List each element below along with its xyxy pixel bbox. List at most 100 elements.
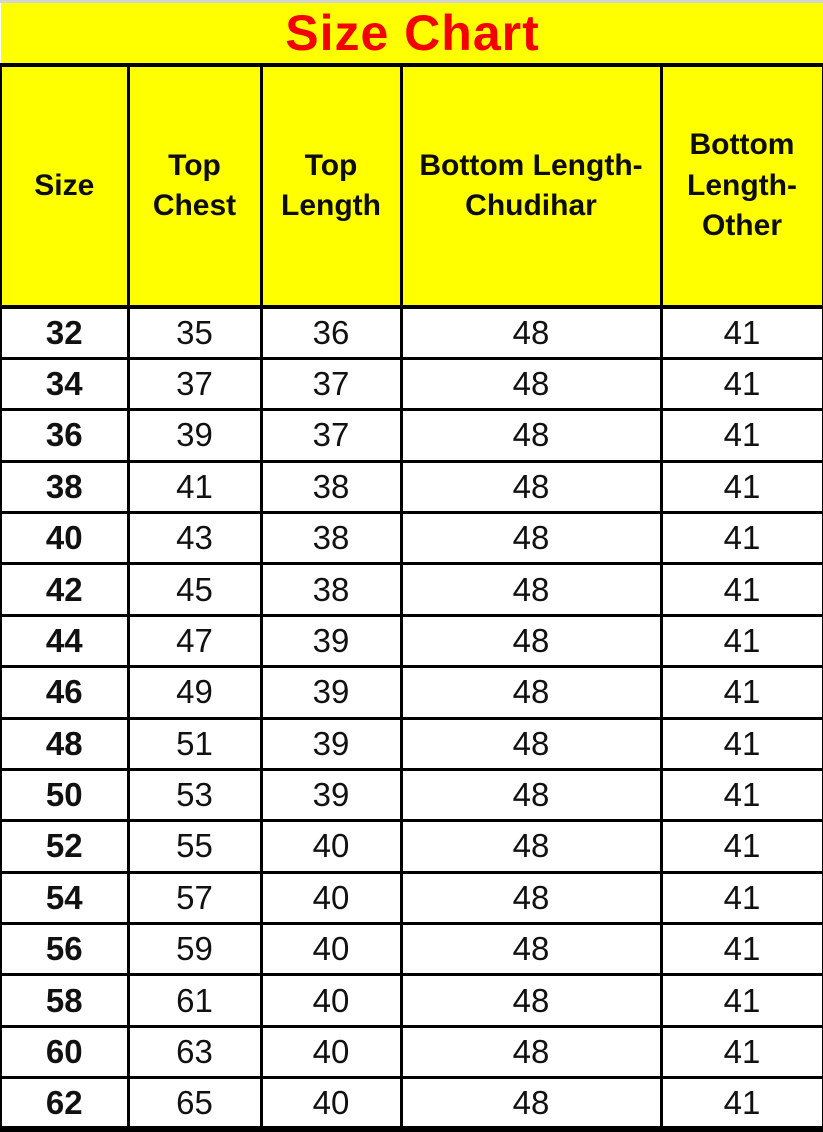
value-cell: 38 <box>259 459 403 515</box>
value-cell: 48 <box>399 510 663 566</box>
table-row: 52 55 40 48 41 <box>0 819 823 874</box>
value-cell: 65 <box>126 1076 263 1132</box>
size-cell: 42 <box>0 562 130 617</box>
size-cell: 48 <box>0 716 130 771</box>
value-cell: 47 <box>126 613 263 669</box>
size-cell: 54 <box>0 870 130 926</box>
table-row: 44 47 39 48 41 <box>0 613 823 669</box>
value-cell: 41 <box>659 613 823 669</box>
size-cell: 40 <box>0 510 130 566</box>
value-cell: 40 <box>259 973 403 1028</box>
value-cell: 48 <box>399 305 663 360</box>
table-row: 46 49 39 48 41 <box>0 665 823 720</box>
value-cell: 41 <box>659 921 823 977</box>
page-title: Size Chart <box>1 3 823 67</box>
table-row: 58 61 40 48 41 <box>0 973 823 1028</box>
column-header-bottom-length-chudihar: Bottom Length-Chudihar <box>399 63 663 309</box>
value-cell: 48 <box>399 665 663 720</box>
table-row: 50 53 39 48 41 <box>0 767 823 823</box>
value-cell: 41 <box>659 1024 823 1080</box>
table-row: 36 39 37 48 41 <box>0 408 823 463</box>
value-cell: 38 <box>259 562 403 617</box>
value-cell: 41 <box>659 767 823 823</box>
value-cell: 41 <box>659 819 823 874</box>
value-cell: 53 <box>126 767 263 823</box>
value-cell: 45 <box>126 562 263 617</box>
size-cell: 34 <box>0 356 130 412</box>
value-cell: 41 <box>659 1076 823 1132</box>
size-cell: 46 <box>0 665 130 720</box>
value-cell: 41 <box>659 408 823 463</box>
size-cell: 44 <box>0 613 130 669</box>
table-row: 56 59 40 48 41 <box>0 921 823 977</box>
value-cell: 41 <box>659 562 823 617</box>
title-row: Size Chart <box>1 3 823 67</box>
column-header-top-chest: Top Chest <box>126 63 263 309</box>
header-row: Size Top Chest Top Length Bottom Length-Chu… <box>0 63 823 309</box>
value-cell: 41 <box>659 665 823 720</box>
column-header-size: Size <box>0 63 130 309</box>
size-cell: 58 <box>0 973 130 1028</box>
value-cell: 48 <box>399 562 663 617</box>
value-cell: 37 <box>259 356 403 412</box>
size-cell: 32 <box>0 305 130 360</box>
value-cell: 36 <box>259 305 403 360</box>
value-cell: 48 <box>399 408 663 463</box>
size-cell: 38 <box>0 459 130 515</box>
value-cell: 51 <box>126 716 263 771</box>
value-cell: 40 <box>259 921 403 977</box>
value-cell: 35 <box>126 305 263 360</box>
table-row: 62 65 40 48 41 <box>0 1076 823 1132</box>
value-cell: 59 <box>126 921 263 977</box>
value-cell: 48 <box>399 767 663 823</box>
value-cell: 41 <box>659 973 823 1028</box>
value-cell: 55 <box>126 819 263 874</box>
column-header-bottom-length-other: Bottom Length-Other <box>659 63 823 309</box>
value-cell: 41 <box>659 459 823 515</box>
value-cell: 37 <box>126 356 263 412</box>
value-cell: 39 <box>259 716 403 771</box>
value-cell: 41 <box>659 716 823 771</box>
table-row: 32 35 36 48 41 <box>0 305 823 360</box>
value-cell: 37 <box>259 408 403 463</box>
value-cell: 41 <box>659 510 823 566</box>
value-cell: 41 <box>659 870 823 926</box>
value-cell: 43 <box>126 510 263 566</box>
value-cell: 48 <box>399 1076 663 1132</box>
value-cell: 39 <box>126 408 263 463</box>
table-row: 34 37 37 48 41 <box>0 356 823 412</box>
value-cell: 48 <box>399 870 663 926</box>
size-chart-table: Size Chart Size Top Chest Top Length Bottom… <box>0 3 823 1132</box>
size-cell: 62 <box>0 1076 130 1132</box>
value-cell: 48 <box>399 973 663 1028</box>
value-cell: 39 <box>259 767 403 823</box>
value-cell: 40 <box>259 1024 403 1080</box>
value-cell: 48 <box>399 716 663 771</box>
table-row: 38 41 38 48 41 <box>0 459 823 515</box>
value-cell: 48 <box>399 613 663 669</box>
value-cell: 61 <box>126 973 263 1028</box>
column-header-top-length: Top Length <box>259 63 403 309</box>
size-cell: 60 <box>0 1024 130 1080</box>
table-row: 40 43 38 48 41 <box>0 510 823 566</box>
value-cell: 48 <box>399 819 663 874</box>
size-cell: 36 <box>0 408 130 463</box>
size-cell: 56 <box>0 921 130 977</box>
value-cell: 49 <box>126 665 263 720</box>
value-cell: 41 <box>659 305 823 360</box>
value-cell: 38 <box>259 510 403 566</box>
value-cell: 57 <box>126 870 263 926</box>
value-cell: 39 <box>259 613 403 669</box>
size-cell: 52 <box>0 819 130 874</box>
value-cell: 39 <box>259 665 403 720</box>
value-cell: 48 <box>399 921 663 977</box>
table-row: 48 51 39 48 41 <box>0 716 823 771</box>
value-cell: 41 <box>126 459 263 515</box>
value-cell: 40 <box>259 870 403 926</box>
value-cell: 48 <box>399 459 663 515</box>
table-row: 54 57 40 48 41 <box>0 870 823 926</box>
table-row: 60 63 40 48 41 <box>0 1024 823 1080</box>
table-row: 42 45 38 48 41 <box>0 562 823 617</box>
table-body: 32 35 36 48 41 34 37 37 48 41 36 39 37 48 41 38 41 38 48 41… <box>0 305 823 1132</box>
